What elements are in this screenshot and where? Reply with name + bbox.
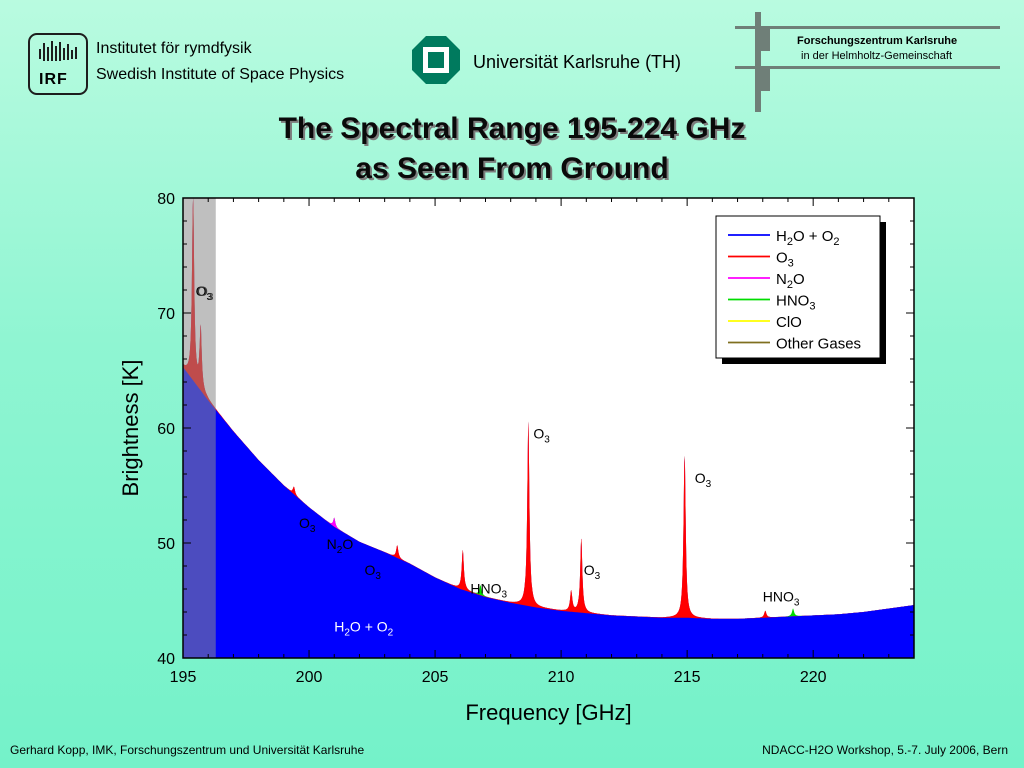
peak-annotation: HNO3 — [763, 589, 800, 609]
y-tick-label: 60 — [157, 421, 175, 438]
fzk-logo — [735, 12, 1000, 112]
legend-box — [715, 215, 881, 359]
x-tick-label: 215 — [674, 669, 701, 686]
y-axis-label: Brightness [K] — [118, 360, 143, 497]
university-name: Universität Karlsruhe (TH) — [473, 52, 682, 72]
x-tick-label: 220 — [800, 669, 827, 686]
footer-event: NDACC-H2O Workshop, 5.-7. July 2006, Ber… — [762, 743, 1008, 757]
x-axis-label: Frequency [GHz] — [465, 700, 631, 725]
peak-annotation: O3 — [695, 470, 712, 490]
peak-annotation: O3 — [533, 425, 550, 445]
peak-annotation: H2O + O2 — [334, 619, 393, 639]
legend-label: HNO3 — [776, 293, 815, 313]
university-logo — [412, 36, 460, 84]
legend-label: ClO — [776, 314, 802, 331]
irf-name-swedish: Institutet för rymdfysik — [96, 40, 252, 57]
irf-name-english: Swedish Institute of Space Physics — [96, 66, 345, 83]
x-tick-label: 210 — [548, 669, 575, 686]
series-area-h2o-o2 — [183, 367, 914, 658]
footer-author: Gerhard Kopp, IMK, Forschungszentrum und… — [10, 743, 365, 757]
y-tick-label: 50 — [157, 536, 175, 553]
peak-annotation: HNO3 — [470, 581, 507, 601]
y-tick-label: 80 — [157, 191, 175, 208]
fzk-name: Forschungszentrum Karlsruhe — [797, 35, 958, 47]
irf-logo: IRF — [28, 33, 88, 95]
peak-annotation: O3 — [299, 515, 316, 535]
y-tick-label: 40 — [157, 651, 175, 668]
legend-label: O3 — [776, 250, 794, 270]
peak-annotation: O3 — [196, 283, 213, 303]
irf-logo-text: IRF — [39, 71, 68, 88]
slide-title-line1: The Spectral Range 195-224 GHz — [278, 112, 746, 145]
shaded-region-label: O3 — [197, 283, 214, 303]
irf-logo-graphic — [39, 41, 77, 61]
legend-label: Other Gases — [776, 336, 861, 353]
x-tick-label: 205 — [422, 669, 449, 686]
peak-annotation: N2O — [327, 536, 354, 556]
slide-title-line2: as Seen From Ground — [355, 152, 669, 185]
x-tick-label: 200 — [296, 669, 323, 686]
fzk-subtitle: in der Helmholtz-Gemeinschaft — [801, 50, 953, 62]
peak-annotation: O3 — [364, 562, 381, 582]
y-tick-label: 70 — [157, 306, 175, 323]
x-tick-label: 195 — [170, 669, 197, 686]
legend-label: H2O + O2 — [776, 228, 840, 248]
legend-label: N2O — [776, 271, 805, 291]
peak-annotation: O3 — [584, 562, 601, 582]
